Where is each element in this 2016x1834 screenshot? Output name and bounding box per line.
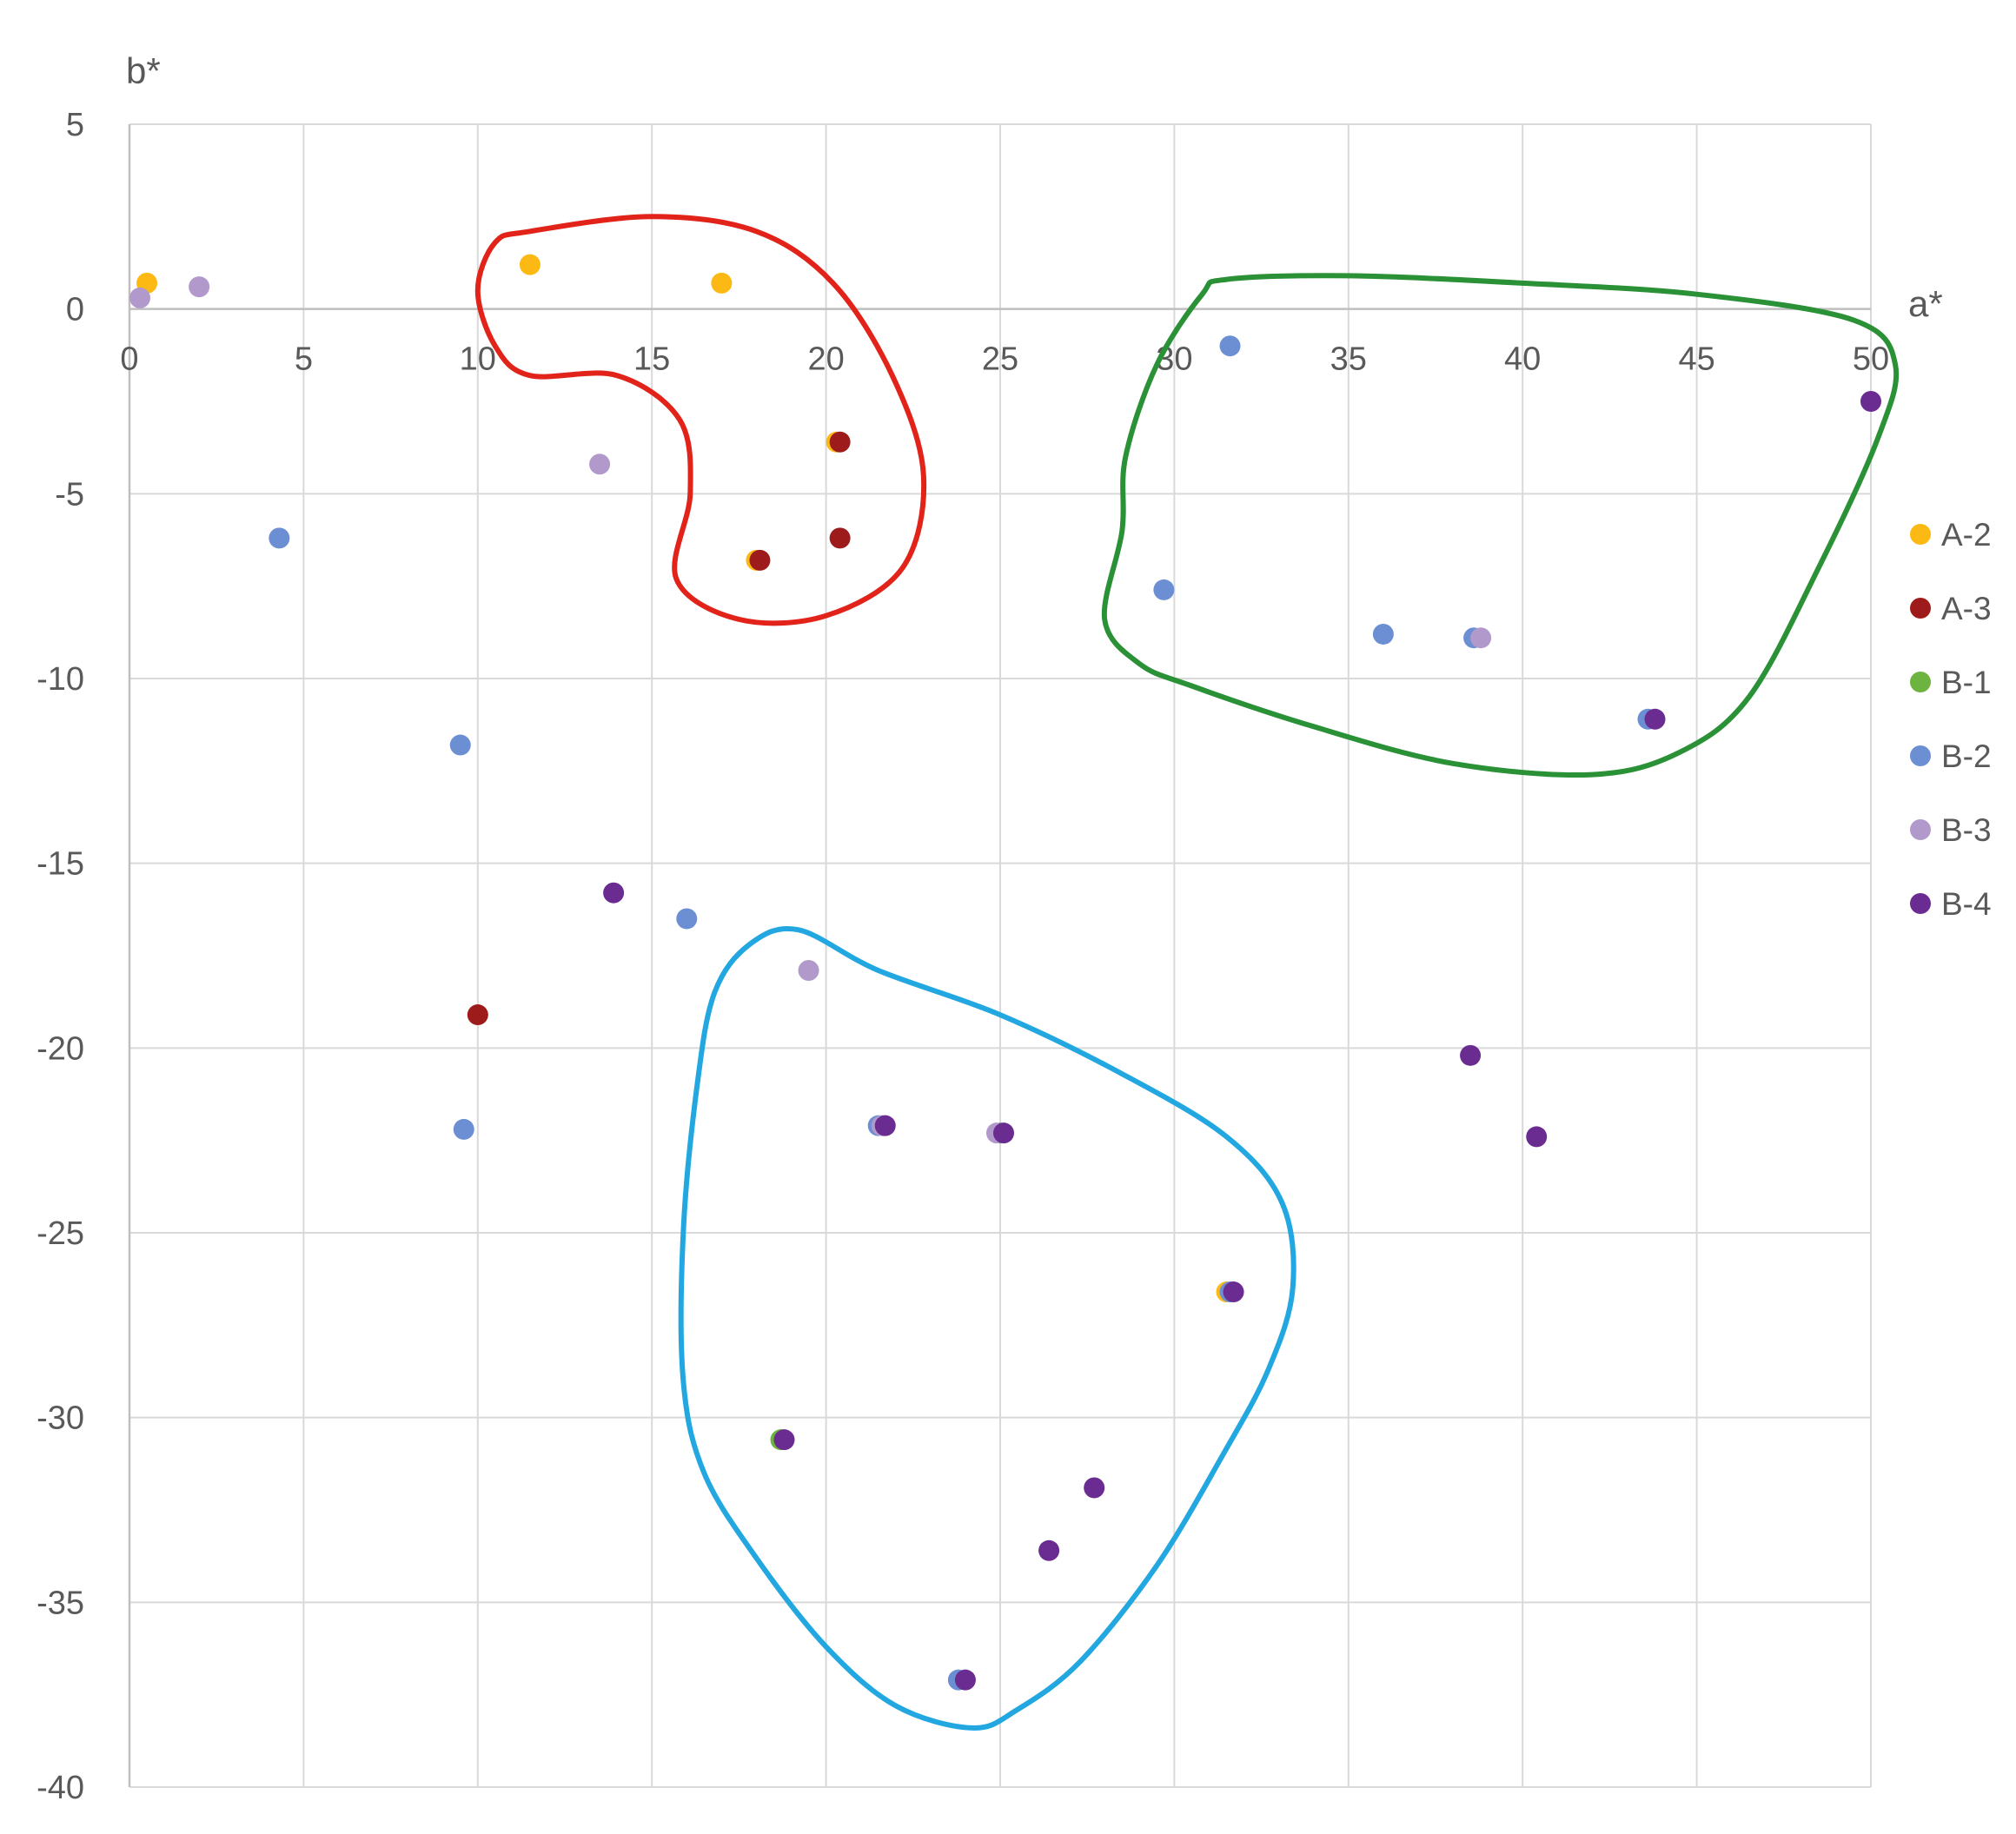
y-tick-label: -25 <box>36 1215 84 1252</box>
legend-label: B-2 <box>1941 738 1992 774</box>
cluster-outline-3 <box>678 926 1296 1731</box>
data-point <box>1526 1126 1548 1148</box>
series-A-2 <box>136 254 1237 1303</box>
x-tick-label: 45 <box>1678 341 1714 378</box>
y-axis-title: b* <box>126 50 161 91</box>
cluster-outlines <box>474 214 1900 1731</box>
cluster-outline-2 <box>1101 273 1900 778</box>
data-point <box>711 272 733 294</box>
y-tick-label: -10 <box>36 661 84 698</box>
data-point <box>676 908 698 930</box>
series-B-3 <box>129 276 1492 1144</box>
data-point <box>453 1118 474 1140</box>
legend-label: A-3 <box>1941 591 1992 626</box>
y-tick-label: -30 <box>36 1400 84 1437</box>
data-point <box>1223 1281 1244 1303</box>
legend-label: B-3 <box>1941 812 1992 848</box>
data-point <box>603 882 625 904</box>
legend: A-2 A-3 B-1 B-2 B-3 B-4 <box>1910 517 1992 922</box>
legend-item: B-2 <box>1910 738 1992 774</box>
legend-marker <box>1910 598 1931 619</box>
axes <box>128 124 1871 1787</box>
y-tick-label: 5 <box>66 107 84 143</box>
data-point <box>467 1004 488 1026</box>
y-tick-label: -35 <box>36 1585 84 1621</box>
data-point <box>1372 623 1394 645</box>
series-A-3 <box>467 431 851 1026</box>
y-tick-label: -15 <box>36 846 84 883</box>
data-point <box>1153 579 1175 600</box>
x-tick-label: 15 <box>633 341 670 378</box>
legend-item: B-3 <box>1910 812 1992 848</box>
y-tick-label: -40 <box>36 1770 84 1806</box>
data-point <box>829 527 851 549</box>
data-point <box>749 549 771 571</box>
legend-label: B-4 <box>1941 886 1992 922</box>
x-tick-label: 35 <box>1330 341 1367 378</box>
x-tick-label: 40 <box>1504 341 1541 378</box>
series-B-4 <box>603 391 1881 1691</box>
data-point <box>798 960 819 982</box>
x-tick-label: 50 <box>1853 341 1889 378</box>
x-tick-label: 5 <box>295 341 313 378</box>
y-tick-label: -20 <box>36 1030 84 1067</box>
tick-labels: 0 5 10 15 20 25 30 35 40 45 5050-5-10-15-20-25-30-… <box>36 107 1889 1806</box>
data-point <box>1460 1044 1482 1066</box>
data-points <box>129 254 1881 1691</box>
data-point <box>589 454 611 475</box>
data-point <box>189 276 210 298</box>
data-point <box>1860 391 1881 412</box>
legend-marker <box>1910 672 1931 692</box>
x-tick-label: 10 <box>460 341 496 378</box>
data-point <box>993 1122 1015 1144</box>
cluster-outline-1 <box>474 214 927 626</box>
legend-marker <box>1910 524 1931 545</box>
legend-item: B-4 <box>1910 886 1992 922</box>
data-point <box>1038 1539 1060 1561</box>
y-tick-label: 0 <box>66 292 84 328</box>
data-point <box>773 1429 795 1451</box>
legend-marker <box>1910 893 1931 914</box>
legend-marker <box>1910 745 1931 766</box>
data-point <box>1219 335 1241 357</box>
data-point <box>269 527 290 549</box>
x-axis-title: a* <box>1908 283 1943 324</box>
y-tick-label: -5 <box>55 476 84 513</box>
data-point <box>449 734 471 756</box>
legend-label: A-2 <box>1941 517 1992 553</box>
legend-item: A-2 <box>1910 517 1992 553</box>
data-point <box>874 1115 896 1136</box>
data-point <box>829 431 851 453</box>
data-point <box>1084 1477 1105 1499</box>
x-tick-label: 0 <box>120 341 138 378</box>
data-point <box>1644 708 1666 730</box>
data-point <box>519 254 540 275</box>
data-point <box>954 1669 976 1691</box>
data-point <box>129 287 151 308</box>
legend-item: B-1 <box>1910 665 1992 700</box>
x-tick-label: 20 <box>807 341 844 378</box>
legend-item: A-3 <box>1910 591 1992 626</box>
data-point <box>1470 627 1492 649</box>
legend-label: B-1 <box>1941 665 1992 700</box>
legend-marker <box>1910 819 1931 840</box>
x-tick-label: 25 <box>982 341 1018 378</box>
series-B-1 <box>770 1122 1011 1451</box>
